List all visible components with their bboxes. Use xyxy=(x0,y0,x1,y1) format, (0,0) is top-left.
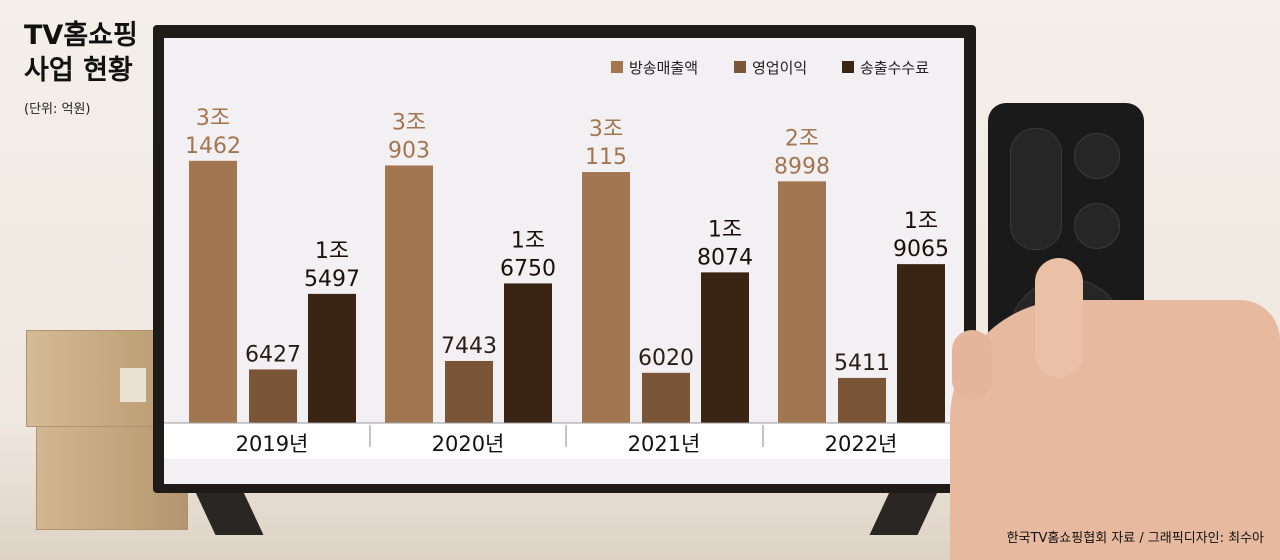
bar-2-2 xyxy=(701,272,749,423)
legend-label-1: 영업이익 xyxy=(752,59,807,77)
bar-1-0 xyxy=(249,369,297,423)
value-label-0-2-0: 3조 xyxy=(589,117,623,142)
x-tick-label-2: 2021년 xyxy=(628,432,701,456)
bars xyxy=(189,160,945,424)
x-tick-label-3: 2022년 xyxy=(825,432,898,456)
bar-1-1 xyxy=(445,360,493,423)
x-axis: 2019년 2020년 2021년 2022년 xyxy=(164,422,964,459)
value-label-2-1-1: 6750 xyxy=(500,256,556,281)
bar-1-2 xyxy=(642,372,690,423)
value-label-0-3-0: 2조 xyxy=(785,126,819,151)
value-label-1-2-0: 6020 xyxy=(638,346,694,371)
value-label-0-2-1: 115 xyxy=(585,145,627,170)
value-label-2-1-0: 1조 xyxy=(511,228,545,253)
source-credit: 한국TV홈쇼핑협회 자료 / 그래픽디자인: 최수아 xyxy=(1006,531,1264,546)
legend-swatch-0 xyxy=(611,61,623,73)
value-label-2-3-0: 1조 xyxy=(904,209,938,234)
channel-rocker xyxy=(1010,128,1062,250)
title-line-2: 사업 현황 xyxy=(24,55,133,86)
home-icon xyxy=(1074,203,1120,249)
legend-label-0: 방송매출액 xyxy=(629,59,698,77)
value-label-1-1-0: 7443 xyxy=(441,334,497,359)
bar-0-1 xyxy=(385,165,433,423)
bar-0-3 xyxy=(778,181,826,423)
title-line-1: TV홈쇼핑 xyxy=(24,20,138,51)
hand xyxy=(950,300,1280,560)
value-labels: 3조 1462 6427 1조 5497 3조 903 7443 1조 6750 3조 115 6020… xyxy=(185,106,949,376)
value-label-2-3-1: 9065 xyxy=(893,237,949,262)
bar-1-3 xyxy=(838,377,886,423)
value-label-0-3-1: 8998 xyxy=(774,154,830,179)
legend-swatch-2 xyxy=(842,61,854,73)
bar-chart: 방송매출액 영업이익 송출수수료 3조 1462 6427 1조 5497 3조 903 7443… xyxy=(164,59,964,459)
tv-stand-right xyxy=(869,490,939,535)
value-label-2-2-0: 1조 xyxy=(708,217,742,242)
unit-note: (단위: 억원) xyxy=(24,102,91,117)
value-label-1-3-0: 5411 xyxy=(834,351,890,376)
x-tick-label-1: 2020년 xyxy=(432,432,505,456)
bar-2-3 xyxy=(897,264,945,423)
value-label-1-0-0: 6427 xyxy=(245,342,301,367)
hand-thumb xyxy=(1035,258,1083,378)
value-label-0-0-0: 3조 xyxy=(196,106,230,131)
bar-0-2 xyxy=(582,172,630,423)
axis-band xyxy=(164,423,964,459)
box-label xyxy=(120,368,146,402)
legend-swatch-1 xyxy=(734,61,746,73)
cardboard-box-top xyxy=(26,330,178,427)
value-label-2-0-0: 1조 xyxy=(315,239,349,264)
bar-2-1 xyxy=(504,283,552,423)
tv-stand-left xyxy=(194,490,264,535)
value-label-0-1-0: 3조 xyxy=(392,110,426,135)
menu-icon xyxy=(1074,133,1120,179)
legend-label-2: 송출수수료 xyxy=(860,59,929,77)
bar-2-0 xyxy=(308,293,356,423)
value-label-2-2-1: 8074 xyxy=(697,245,753,270)
value-label-2-0-1: 5497 xyxy=(304,267,360,292)
tv-screen xyxy=(164,38,964,484)
page-title: TV홈쇼핑 사업 현황 xyxy=(24,18,138,88)
legend: 방송매출액 영업이익 송출수수료 xyxy=(611,59,929,77)
x-tick-label-0: 2019년 xyxy=(236,432,309,456)
bar-0-0 xyxy=(189,160,237,424)
value-label-0-1-1: 903 xyxy=(388,138,430,163)
value-label-0-0-1: 1462 xyxy=(185,134,241,159)
hand-finger xyxy=(952,330,992,400)
